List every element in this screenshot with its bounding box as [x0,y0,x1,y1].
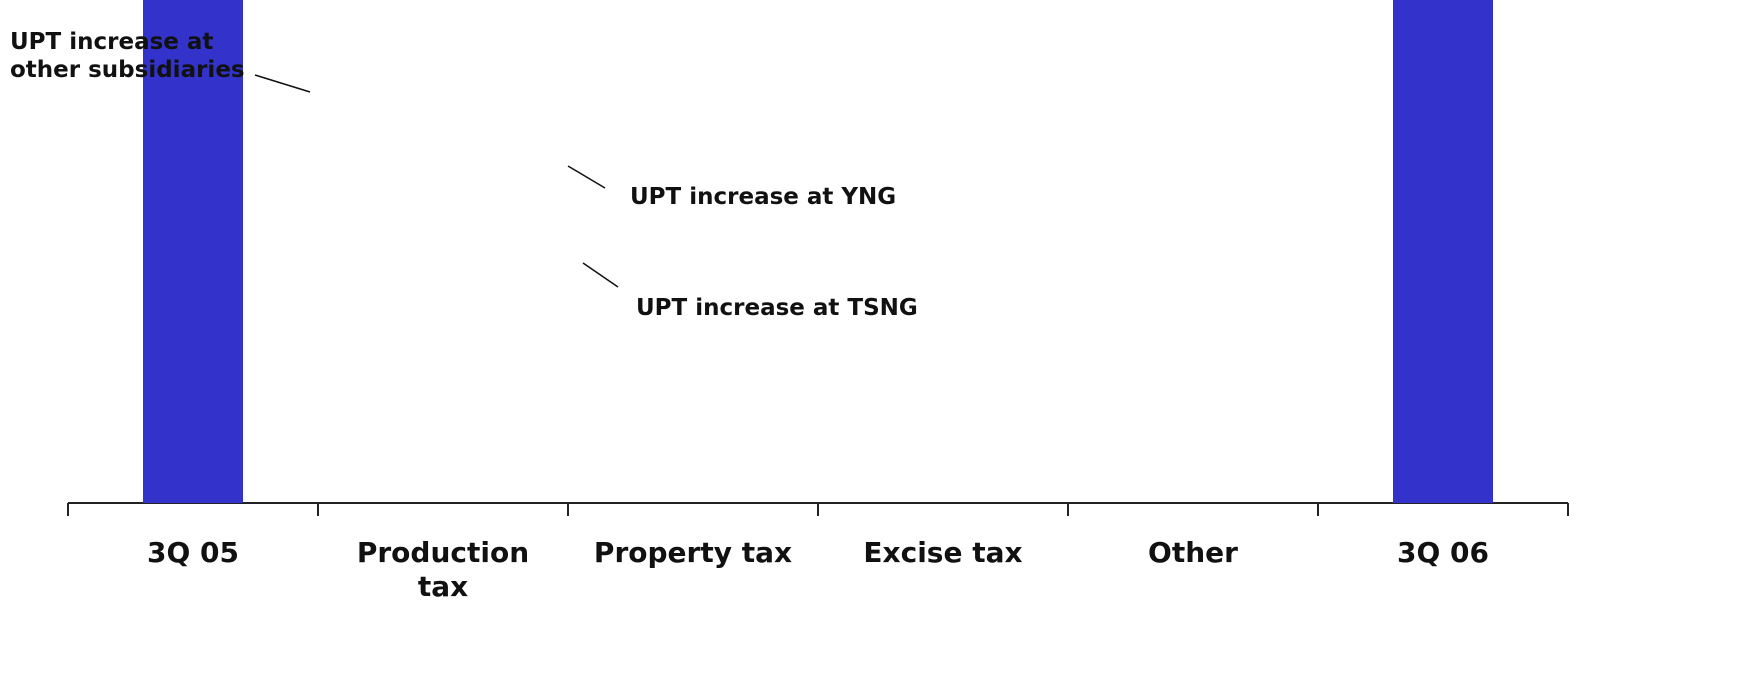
x-tick-label: Other [1148,536,1238,569]
x-tick-label: Property tax [593,536,793,569]
annotation: UPT increase at YNG [630,184,897,210]
x-tick-label: Production tax [356,536,530,603]
annotation: UPT increase at other subsidiaries [10,29,245,83]
bar [143,0,243,504]
x-tick-label: 3Q 06 [1397,536,1489,569]
leader-line [582,262,619,288]
x-tick-label: 3Q 05 [147,536,239,569]
x-tick-label: Excise tax [863,536,1023,569]
annotation: UPT increase at TSNG [636,295,918,321]
leader-line [254,74,311,93]
leader-line [567,165,606,189]
bar [1393,0,1493,504]
